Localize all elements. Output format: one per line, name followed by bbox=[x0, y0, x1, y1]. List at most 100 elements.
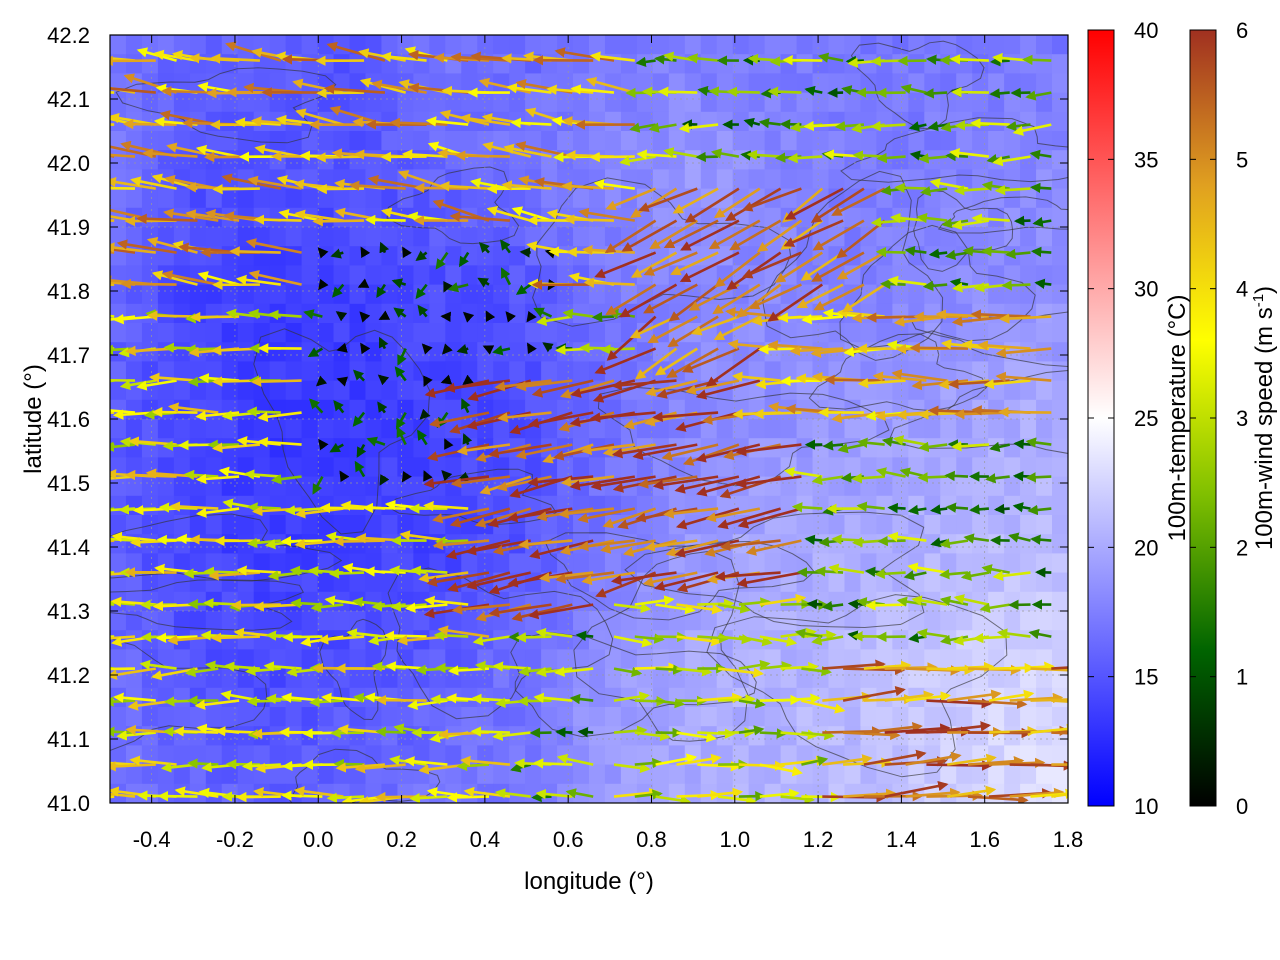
temperature-cell bbox=[1052, 438, 1068, 458]
temperature-cell bbox=[589, 207, 606, 228]
temperature-cell bbox=[157, 668, 175, 689]
temperature-cell bbox=[828, 611, 846, 631]
temperature-colorbar-label: 100m-temperature (°C) bbox=[1164, 294, 1191, 541]
temperature-cell bbox=[589, 188, 606, 209]
temperature-cell bbox=[445, 457, 462, 478]
temperature-cell bbox=[908, 649, 925, 670]
wind-colorbar-tick-label: 0 bbox=[1236, 794, 1248, 819]
temperature-cell bbox=[509, 35, 526, 55]
temperature-cell bbox=[892, 611, 909, 631]
temperature-cell bbox=[493, 457, 510, 478]
temperature-cell bbox=[253, 54, 271, 74]
temperature-cell bbox=[604, 726, 622, 746]
temperature-cell bbox=[573, 553, 590, 574]
temperature-cell bbox=[317, 591, 335, 612]
temperature-cell bbox=[477, 361, 494, 382]
temperature-cell bbox=[812, 73, 830, 94]
temperature-cell bbox=[445, 246, 462, 266]
y-tick-label: 41.5 bbox=[47, 471, 90, 496]
temperature-cell bbox=[636, 399, 654, 420]
temperature-cell bbox=[285, 303, 303, 324]
temperature-cell bbox=[892, 553, 909, 574]
temperature-cell bbox=[828, 169, 846, 190]
temperature-cell bbox=[253, 150, 271, 170]
temperature-cell bbox=[972, 438, 989, 458]
temperature-cell bbox=[1052, 188, 1068, 209]
temperature-cell bbox=[221, 668, 239, 689]
temperature-cell bbox=[1052, 553, 1068, 574]
temperature-cell bbox=[780, 726, 798, 746]
temperature-cell bbox=[716, 111, 734, 132]
temperature-cell bbox=[604, 591, 622, 612]
temperature-cell bbox=[541, 649, 558, 670]
temperature-cell bbox=[317, 150, 335, 170]
temperature-cell bbox=[589, 707, 606, 727]
temperature-cell bbox=[748, 150, 766, 170]
temperature-cell bbox=[668, 726, 686, 746]
temperature-cell bbox=[604, 553, 622, 574]
temperature-cell bbox=[317, 111, 335, 132]
temperature-cell bbox=[509, 303, 526, 324]
temperature-cell bbox=[509, 284, 526, 305]
temperature-cell bbox=[429, 553, 446, 574]
temperature-cell bbox=[301, 323, 319, 343]
temperature-cell bbox=[844, 361, 862, 382]
temperature-cell bbox=[541, 611, 558, 631]
temperature-cell bbox=[445, 303, 462, 324]
temperature-cell bbox=[892, 495, 909, 516]
temperature-cell bbox=[349, 361, 367, 382]
temperature-cell bbox=[221, 323, 239, 343]
temperature-cell bbox=[812, 515, 830, 535]
temperature-cell bbox=[1004, 246, 1021, 266]
temperature-cell bbox=[684, 92, 702, 113]
wind-vector bbox=[909, 342, 969, 354]
temperature-cell bbox=[493, 188, 510, 209]
temperature-cell bbox=[812, 764, 830, 785]
temperature-cell bbox=[589, 131, 606, 151]
temperature-cell bbox=[589, 284, 606, 305]
x-tick-label: 0.2 bbox=[386, 827, 417, 852]
wind-vector bbox=[1001, 280, 1031, 291]
temperature-cell bbox=[1004, 611, 1021, 631]
wind-vector bbox=[726, 86, 760, 97]
wind-colorbar-tick-label: 1 bbox=[1236, 665, 1248, 690]
temperature-cell bbox=[157, 534, 175, 554]
temperature-cell bbox=[333, 227, 351, 247]
temperature-cell bbox=[796, 476, 814, 497]
temperature-cell bbox=[860, 227, 877, 247]
temperature-cell bbox=[125, 515, 143, 535]
temperature-cell bbox=[269, 342, 287, 362]
temperature-cell bbox=[253, 323, 271, 343]
temperature-cell bbox=[365, 572, 383, 593]
temperature-cell bbox=[541, 361, 558, 382]
wind-vector bbox=[110, 314, 115, 318]
temperature-cell bbox=[604, 111, 622, 132]
temperature-cell bbox=[700, 707, 718, 727]
temperature-cell bbox=[125, 572, 143, 593]
temperature-cell bbox=[828, 591, 846, 612]
temperature-cell bbox=[269, 380, 287, 401]
temperature-cell bbox=[668, 73, 686, 94]
temperature-cell bbox=[812, 111, 830, 132]
temperature-cell bbox=[1052, 457, 1068, 478]
temperature-cell bbox=[285, 726, 303, 746]
temperature-cell bbox=[636, 611, 654, 631]
temperature-cell bbox=[716, 745, 734, 766]
temperature-cell bbox=[397, 399, 414, 420]
temperature-cell bbox=[557, 380, 574, 401]
temperature-cell bbox=[860, 707, 877, 727]
temperature-cell bbox=[285, 35, 303, 55]
temperature-cell bbox=[301, 265, 319, 286]
temperature-cell bbox=[716, 54, 734, 74]
temperature-cell bbox=[988, 265, 1005, 286]
temperature-cell bbox=[493, 246, 510, 266]
temperature-cell bbox=[429, 303, 446, 324]
temperature-cell bbox=[972, 92, 989, 113]
temperature-cell bbox=[668, 707, 686, 727]
temperature-cell bbox=[253, 476, 271, 497]
temperature-cell bbox=[748, 553, 766, 574]
temperature-cell bbox=[333, 54, 351, 74]
temperature-cell bbox=[237, 572, 255, 593]
temperature-cell bbox=[317, 764, 335, 785]
temperature-cell bbox=[876, 303, 893, 324]
